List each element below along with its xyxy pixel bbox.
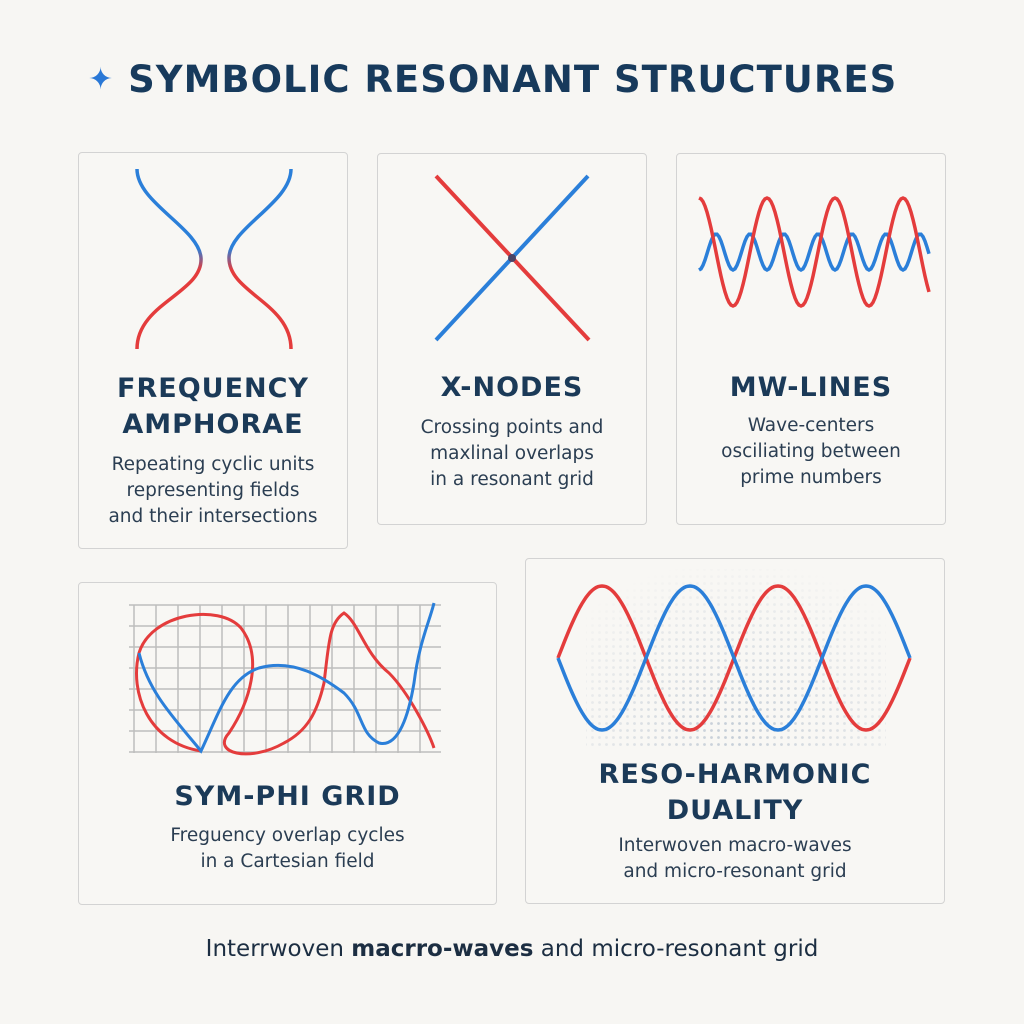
page-title: ✦ SYMBOLIC RESONANT STRUCTURES bbox=[88, 58, 897, 101]
card-frequency-amphorae: FREQUENCY AMPHORAE Repeating cyclic unit… bbox=[78, 152, 348, 549]
card-description: Interwoven macro-waves and micro-resonan… bbox=[618, 835, 852, 882]
card-description: Crossing points and maxlinal overlaps in… bbox=[420, 417, 604, 490]
diamond-icon: ✦ bbox=[88, 62, 115, 97]
card-heading: MW-LINES bbox=[729, 372, 893, 403]
sym-phi-red-curve bbox=[135, 611, 436, 756]
card-heading: X-NODES bbox=[440, 372, 584, 403]
card-mw-lines: MW-LINES Wave-centers osciliating betwee… bbox=[676, 153, 946, 525]
card-reso-harmonic-duality: RESO-HARMONIC DUALITY Interwoven macro-w… bbox=[525, 558, 945, 904]
macro-wave-2 bbox=[556, 584, 912, 732]
card-heading: RESO-HARMONIC DUALITY bbox=[598, 759, 872, 826]
card-description: Freguency overlap cycles in a Cartesian … bbox=[170, 825, 405, 872]
title-text: SYMBOLIC RESONANT STRUCTURES bbox=[128, 58, 898, 101]
x-nodes-figure bbox=[434, 174, 591, 342]
card-description: Wave-centers osciliating between prime n… bbox=[721, 415, 901, 488]
mw-lines-figure bbox=[698, 196, 931, 308]
cartesian-grid bbox=[129, 604, 441, 753]
amphorae-figure bbox=[135, 168, 293, 350]
sym-phi-blue-curve bbox=[137, 602, 436, 754]
mw-blue-wave bbox=[698, 232, 931, 273]
reso-harmonic-figure bbox=[556, 569, 912, 749]
bottom-caption: Interrwoven macrro-waves and micro-reson… bbox=[205, 936, 819, 962]
card-sym-phi-grid: SYM-PHI GRID Freguency overlap cycles in… bbox=[78, 582, 497, 905]
mw-red-wave bbox=[698, 196, 931, 308]
amphora-right-curve bbox=[227, 168, 293, 350]
sym-phi-figure bbox=[129, 602, 441, 756]
card-heading: SYM-PHI GRID bbox=[174, 781, 401, 812]
card-x-nodes: X-NODES Crossing points and maxlinal ove… bbox=[377, 153, 647, 525]
card-description: Repeating cyclic units representing fiel… bbox=[108, 454, 318, 527]
card-heading: FREQUENCY AMPHORAE bbox=[117, 373, 309, 440]
x-node-crossing bbox=[508, 254, 516, 262]
amphora-left-curve bbox=[135, 168, 203, 350]
